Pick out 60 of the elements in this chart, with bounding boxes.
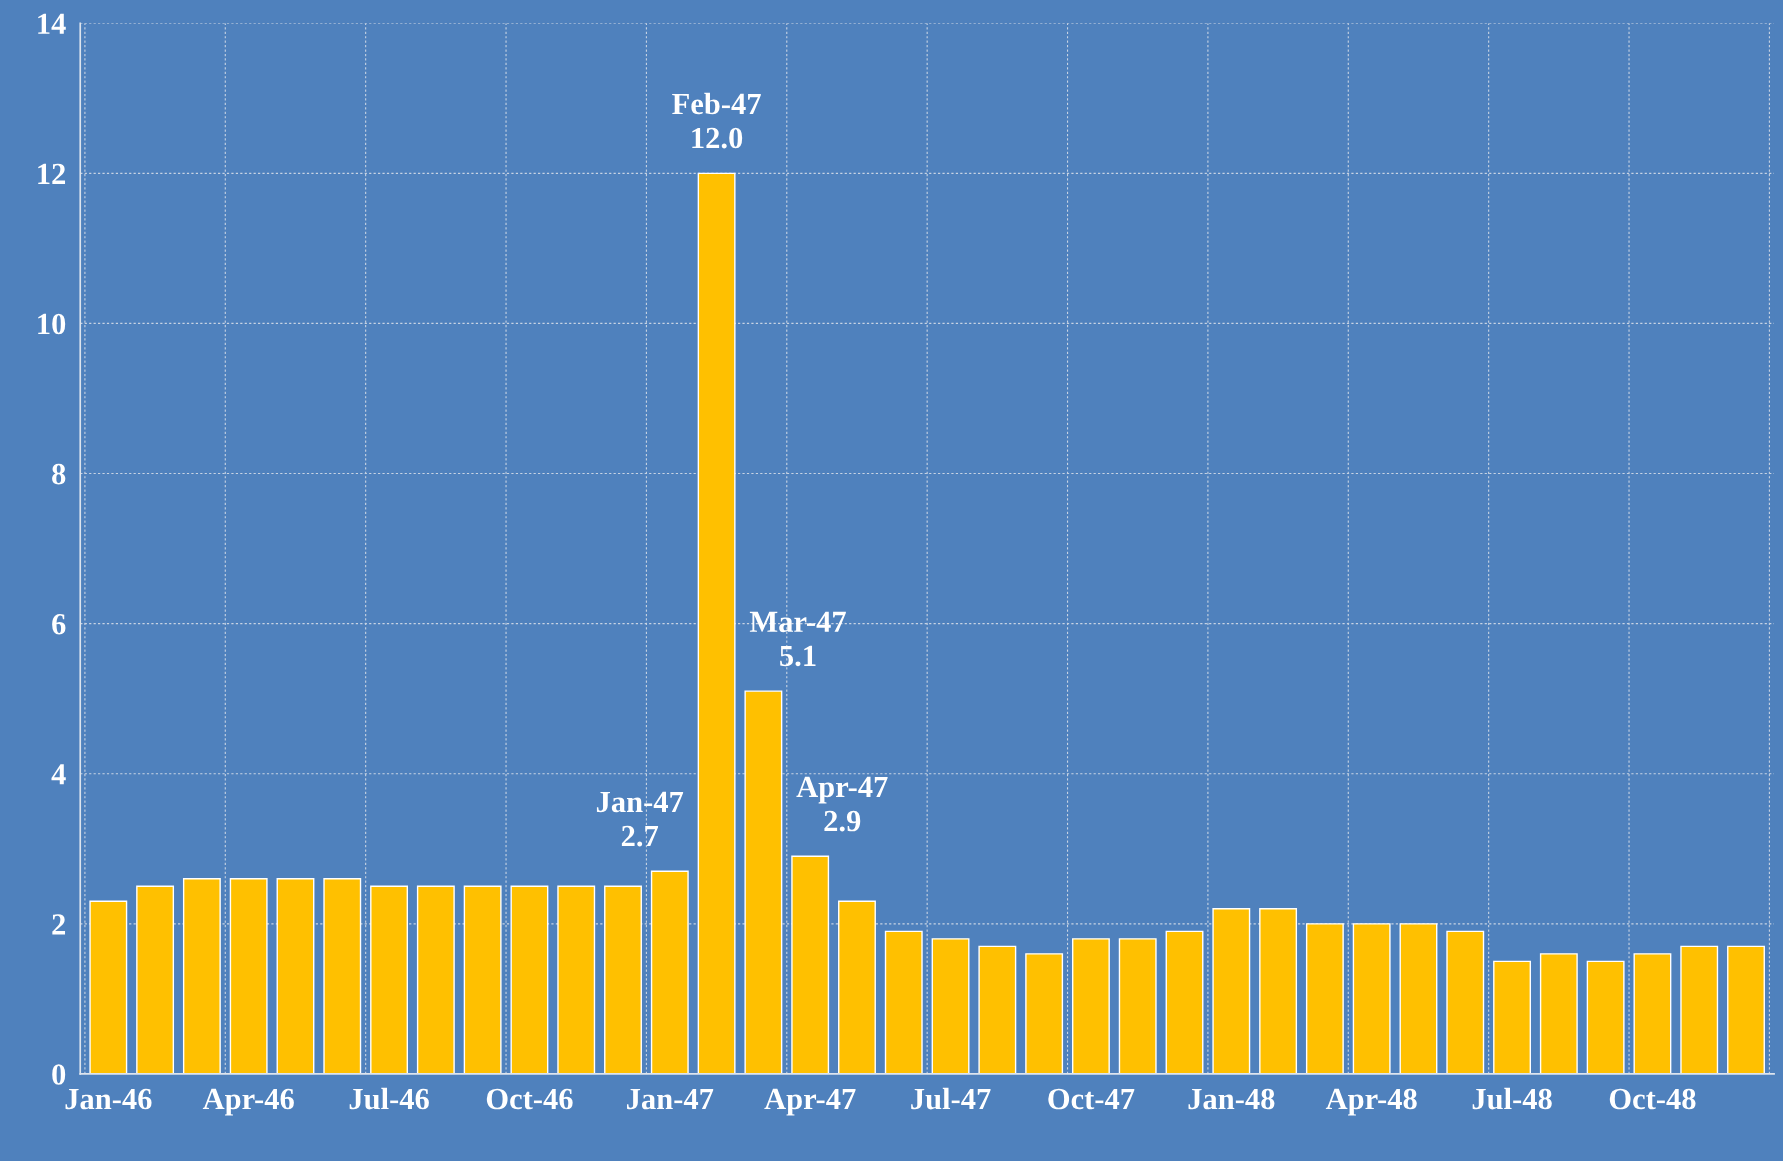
y-tick-label: 4 [51, 764, 66, 785]
bar [463, 885, 502, 1074]
x-tick-label: Apr-47 [764, 1088, 856, 1116]
bar [557, 885, 596, 1074]
y-tick-label: 0 [52, 1064, 66, 1085]
bar [323, 878, 362, 1074]
data-label: Mar-47 5.1 [749, 611, 846, 667]
data-label: Jan-47 2.7 [596, 791, 684, 847]
x-tick-label: Apr-46 [202, 1088, 294, 1116]
bar [510, 885, 549, 1074]
bar [744, 690, 783, 1074]
y-tick-label: 2 [52, 914, 66, 935]
bar [1212, 908, 1251, 1074]
bar [1539, 953, 1578, 1074]
x-tick-label: Oct-46 [486, 1088, 573, 1110]
bar [931, 938, 970, 1074]
x-tick-label: Jan-46 [65, 1088, 152, 1110]
bar [1305, 923, 1344, 1074]
y-tick-label: 10 [38, 313, 66, 335]
bar [791, 855, 830, 1074]
x-tick-label: Jan-47 [627, 1088, 714, 1110]
bar [1493, 960, 1531, 1074]
bar [884, 930, 923, 1074]
bar [1680, 945, 1719, 1074]
bar [1399, 923, 1438, 1074]
bar [370, 885, 409, 1074]
y-tick-label: 6 [52, 613, 66, 635]
y-tick-label: 12 [38, 163, 66, 184]
y-tick-label: 8 [52, 463, 66, 485]
bar [1071, 938, 1110, 1074]
bar [1446, 930, 1485, 1074]
bar [182, 878, 221, 1074]
bar [650, 870, 689, 1074]
bar [1118, 938, 1157, 1074]
bar [416, 885, 455, 1074]
bar [978, 945, 1017, 1074]
bar [1352, 923, 1391, 1074]
data-label: Feb-47 12.0 [672, 92, 761, 149]
x-tick-label: Jul-47 [911, 1087, 991, 1110]
bar [604, 885, 642, 1074]
x-tick-label: Jul-46 [349, 1087, 429, 1110]
x-tick-label: Oct-48 [1609, 1088, 1696, 1110]
bar [1633, 953, 1672, 1074]
data-label: Apr-47 2.9 [796, 776, 888, 832]
bar [1727, 945, 1765, 1074]
x-tick-label: Jul-48 [1472, 1087, 1552, 1110]
y-tick-label: 14 [38, 13, 66, 34]
bar [89, 900, 128, 1074]
bar [1259, 908, 1298, 1074]
bar [276, 878, 315, 1074]
x-tick-label: Apr-48 [1325, 1088, 1417, 1116]
bar [136, 885, 175, 1074]
x-tick-label: Oct-47 [1048, 1088, 1135, 1110]
bar [1165, 930, 1204, 1074]
bar [838, 900, 876, 1074]
bar [697, 172, 736, 1074]
bar [1586, 960, 1625, 1074]
bar [1025, 953, 1064, 1074]
x-tick-label: Jan-48 [1188, 1088, 1275, 1110]
bar [229, 878, 268, 1074]
